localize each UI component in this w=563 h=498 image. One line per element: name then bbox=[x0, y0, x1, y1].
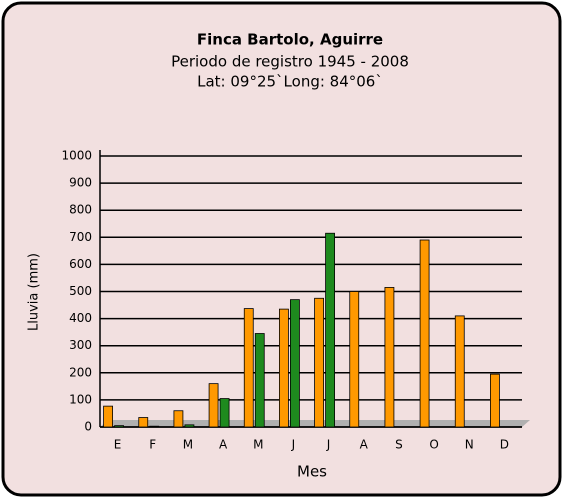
x-tick-label: O bbox=[429, 438, 438, 452]
bar bbox=[325, 232, 335, 428]
chart-title: Finca Bartolo, Aguirre bbox=[197, 31, 383, 49]
bar bbox=[219, 398, 230, 428]
y-tick-label: 400 bbox=[69, 311, 92, 325]
bar bbox=[149, 425, 160, 428]
bar bbox=[173, 410, 184, 428]
bar bbox=[314, 297, 324, 428]
bar bbox=[208, 383, 219, 428]
y-tick-label: 1000 bbox=[61, 149, 92, 163]
bar bbox=[103, 405, 113, 428]
x-tick-label: M bbox=[253, 438, 263, 452]
x-tick-label: D bbox=[500, 438, 509, 452]
y-tick-label: 800 bbox=[69, 203, 92, 217]
y-tick-label: 200 bbox=[69, 365, 92, 379]
x-tick-label: F bbox=[149, 438, 156, 452]
bar bbox=[349, 291, 360, 428]
x-tick-label: J bbox=[291, 438, 296, 452]
x-tick-label: A bbox=[360, 438, 369, 452]
bar bbox=[419, 239, 430, 428]
y-axis-label: Lluvia (mm) bbox=[27, 253, 42, 331]
y-tick-label: 0 bbox=[84, 420, 92, 434]
y-tick-label: 900 bbox=[69, 176, 92, 190]
x-tick-label: A bbox=[219, 438, 228, 452]
x-tick-label: S bbox=[395, 438, 403, 452]
y-tick-label: 600 bbox=[69, 257, 92, 271]
y-tick-label: 500 bbox=[69, 284, 92, 298]
bar bbox=[254, 333, 265, 428]
x-tick-label: E bbox=[114, 438, 122, 452]
chart-subtitle: Periodo de registro 1945 - 2008 bbox=[171, 53, 409, 71]
y-tick-label: 300 bbox=[69, 338, 92, 352]
x-tick-label: N bbox=[465, 438, 474, 452]
bar bbox=[454, 315, 465, 428]
bar bbox=[290, 299, 300, 428]
y-tick-label: 100 bbox=[69, 392, 92, 406]
location: Lat: 09°25`Long: 84°06` bbox=[197, 73, 383, 91]
bar bbox=[138, 417, 149, 428]
x-axis-label: Mes bbox=[297, 463, 327, 481]
bar bbox=[384, 287, 395, 428]
bar bbox=[114, 425, 124, 428]
y-tick-label: 700 bbox=[69, 230, 92, 244]
x-tick-label: M bbox=[183, 438, 193, 452]
x-tick-label: J bbox=[326, 438, 331, 452]
bar bbox=[279, 308, 289, 428]
bar bbox=[490, 373, 500, 428]
bar bbox=[184, 424, 195, 428]
bar bbox=[243, 308, 254, 428]
